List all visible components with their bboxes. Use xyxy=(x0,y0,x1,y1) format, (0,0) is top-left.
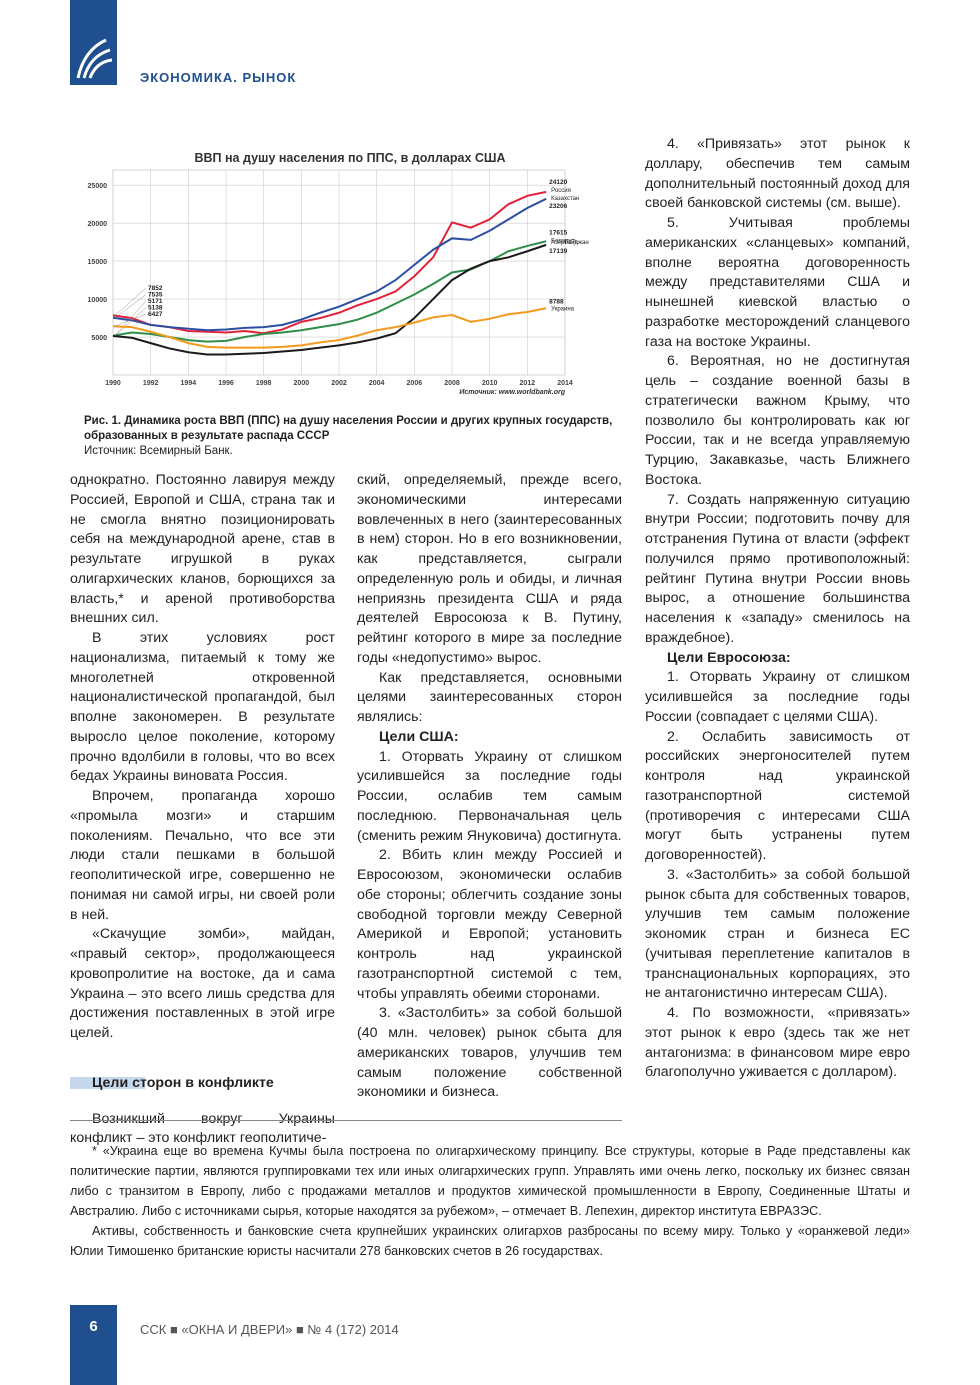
x-tick-label: 2004 xyxy=(369,380,385,387)
list-item: 5. Учитывая проблемы американских «сланц… xyxy=(645,215,910,350)
list-item: 1. Оторвать Украину от слишком усилившей… xyxy=(645,669,910,725)
legend-label: Россия xyxy=(551,188,571,194)
data-label: 17615 xyxy=(549,229,567,236)
list-item: 3. «Застолбить» за собой большой рынок с… xyxy=(645,866,910,1002)
paragraph: В этих условиях рост национализма, питае… xyxy=(70,630,335,785)
x-tick-label: 2006 xyxy=(407,380,423,387)
list-item: 3. «Застолбить» за собой большой (40 млн… xyxy=(357,1005,622,1101)
chart-source: Источник: www.worldbank.org xyxy=(459,389,565,396)
figure-caption: Рис. 1. Динамика роста ВВП (ППС) на душу… xyxy=(84,414,624,459)
y-tick-label: 5000 xyxy=(91,335,107,342)
list-item: 4. По возможности, «привязать» этот рыно… xyxy=(645,1005,910,1081)
subheading: Цели Евросоюза: xyxy=(667,649,791,666)
y-tick-label: 20000 xyxy=(88,221,108,228)
footnote: * «Украина еще во времена Кучмы была пос… xyxy=(70,1144,910,1218)
x-tick-label: 1990 xyxy=(105,380,121,387)
x-tick-label: 2008 xyxy=(444,380,460,387)
x-tick-label: 2002 xyxy=(331,380,347,387)
leader-line xyxy=(114,287,147,316)
x-tick-label: 2014 xyxy=(557,380,573,387)
list-item: 2. Ослабить зависимость от российских эн… xyxy=(645,728,910,864)
list-item: 6. Вероятная, но не достигнутая цель – с… xyxy=(645,353,910,488)
footnote: Активы, собственность и банковские счета… xyxy=(70,1224,910,1258)
caption-source: Источник: Всемирный Банк. xyxy=(84,445,233,457)
list-item: 4. «Привязать» этот рынок к доллару, обе… xyxy=(645,136,910,212)
column: однократно. Постоянно лавируя между Росс… xyxy=(70,471,335,1149)
data-label: 5138 xyxy=(148,305,163,312)
data-label: 6427 xyxy=(148,311,163,318)
x-tick-label: 2000 xyxy=(294,380,310,387)
legend-label: Беларусь xyxy=(551,238,577,244)
leader-line xyxy=(114,300,147,336)
column: 4. «Привязать» этот рынок к доллару, обе… xyxy=(645,135,910,1083)
subheading: Цели США: xyxy=(379,728,459,745)
data-label: 8788 xyxy=(549,298,564,305)
x-tick-label: 1998 xyxy=(256,380,272,387)
data-label: 23206 xyxy=(549,203,567,210)
footnotes: * «Украина еще во времена Кучмы была пос… xyxy=(70,1141,910,1261)
x-tick-label: 2012 xyxy=(520,380,536,387)
column: ский, определяемый, прежде всего, эконом… xyxy=(357,471,622,1103)
chart: ВВП на душу населения по ППС, в долларах… xyxy=(88,151,589,396)
paragraph: Впрочем, пропаганда хорошо «промыла мозг… xyxy=(70,788,335,923)
x-tick-label: 2010 xyxy=(482,380,498,387)
x-tick-label: 1994 xyxy=(181,380,197,387)
leader-line xyxy=(114,307,147,337)
y-tick-label: 15000 xyxy=(88,259,108,266)
leader-line xyxy=(114,294,147,318)
paragraph: «Скачущие зомби», майдан, «правый сектор… xyxy=(70,926,335,1041)
paragraph: ский, определяемый, прежде всего, эконом… xyxy=(357,472,622,666)
section-heading: Цели сторон в конфликте xyxy=(70,1074,335,1094)
data-label: 7535 xyxy=(148,292,163,299)
y-tick-label: 25000 xyxy=(88,183,108,190)
paragraph: Как представляется, основными целями заи… xyxy=(357,669,622,726)
legend-label: Украина xyxy=(551,306,575,312)
list-item: 1. Оторвать Украину от слишком усилившей… xyxy=(357,748,622,844)
legend-label: Азербайджан xyxy=(551,239,589,246)
caption-text: Рис. 1. Динамика роста ВВП (ППС) на душу… xyxy=(84,415,613,442)
y-tick-label: 10000 xyxy=(88,297,108,304)
data-label: 7852 xyxy=(148,285,163,292)
logo xyxy=(76,38,113,79)
leader-line xyxy=(114,313,147,327)
series-line xyxy=(112,307,547,349)
list-item: 7. Создать напряженную ситуацию внутри Р… xyxy=(645,491,910,646)
series-line xyxy=(112,243,547,356)
chart-title: ВВП на душу населения по ППС, в долларах… xyxy=(195,151,506,165)
data-label: 17139 xyxy=(549,248,567,255)
series-line xyxy=(112,190,547,335)
section-title: ЭКОНОМИКА. РЫНОК xyxy=(140,70,297,85)
paragraph: Возникший вокруг Украины конфликт – это … xyxy=(70,1110,335,1147)
data-label: 24120 xyxy=(549,179,567,186)
x-tick-label: 1996 xyxy=(218,380,234,387)
header-bar xyxy=(70,0,117,85)
series-line xyxy=(112,197,547,332)
separator xyxy=(70,1120,622,1121)
legend-label: Казахстан xyxy=(551,196,579,202)
paragraph: однократно. Постоянно лавируя между Росс… xyxy=(70,472,335,627)
data-label: 5171 xyxy=(148,298,163,305)
journal-info: ССК ■ «ОКНА И ДВЕРИ» ■ № 4 (172) 2014 xyxy=(140,1322,399,1337)
x-tick-label: 1992 xyxy=(143,380,159,387)
page-number: 6 xyxy=(70,1305,117,1385)
list-item: 2. Вбить клин между Россией и Евросоюзом… xyxy=(357,847,622,1002)
